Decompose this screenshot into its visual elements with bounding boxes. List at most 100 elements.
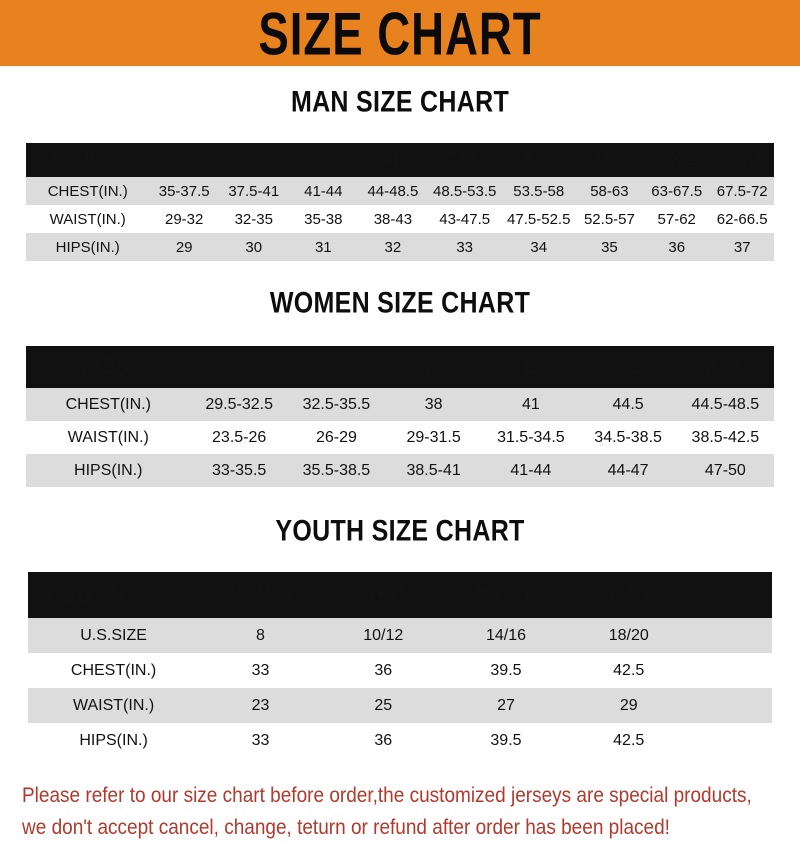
women-header-cell-6: XXL	[676, 346, 774, 388]
youth-header-cell-4: YTH XL	[567, 572, 691, 618]
table-row: HIPS(IN.) 29 30 31 32 33 34 35 36 37	[26, 233, 774, 261]
women-row-2-cell-2: 38.5-41	[385, 454, 483, 487]
men-row-2-cell-5: 34	[501, 233, 576, 261]
youth-row-2-cell-4	[690, 688, 772, 723]
table-row: CHEST(IN.) 35-37.5 37.5-41 41-44 44-48.5…	[26, 177, 774, 205]
men-row-2-cell-3: 32	[358, 233, 428, 261]
youth-size-table: YOUTH YTH S YTH M YTH L YTH XL U.S.SIZE …	[28, 572, 772, 758]
youth-header-cell-3: YTH L	[444, 572, 568, 618]
youth-row-0-label: U.S.SIZE	[28, 618, 200, 653]
women-table-wrapper: WOMEN'S XS S M L XL XXL CHEST(IN.) 29.5-…	[26, 346, 774, 487]
youth-row-2-cell-1: 25	[321, 688, 445, 723]
men-row-2-label: HIPS(IN.)	[26, 233, 150, 261]
women-row-1-cell-4: 34.5-38.5	[579, 421, 677, 454]
men-row-1-cell-7: 57-62	[643, 205, 711, 233]
table-row: WAIST(IN.) 23.5-26 26-29 29-31.5 31.5-34…	[26, 421, 774, 454]
youth-row-0-cell-4	[690, 618, 772, 653]
men-size-table: MEN'S S M L XL 2XL 3XL 4XL 5XL 6XL CHEST	[26, 143, 774, 261]
men-row-0-cell-1: 37.5-41	[218, 177, 289, 205]
section-women: WOMEN SIZE CHART WOMEN'S XS S M L XL XXL	[0, 286, 800, 487]
women-row-0-cell-4: 44.5	[579, 388, 677, 421]
table-row: CHEST(IN.) 29.5-32.5 32.5-35.5 38 41 44.…	[26, 388, 774, 421]
men-row-1-cell-4: 43-47.5	[427, 205, 502, 233]
women-row-1-cell-1: 26-29	[287, 421, 386, 454]
women-header-cell-4: L	[482, 346, 580, 388]
men-row-1-cell-8: 62-66.5	[710, 205, 774, 233]
youth-header-cell-5	[690, 572, 772, 618]
youth-section-title: YOUTH SIZE CHART	[275, 514, 525, 548]
youth-header-cell-0: YOUTH	[28, 572, 200, 618]
table-row: WAIST(IN.) 23 25 27 29	[28, 688, 772, 723]
women-row-0-cell-3: 41	[482, 388, 580, 421]
men-row-2-cell-8: 37	[710, 233, 774, 261]
women-row-2-cell-4: 44-47	[579, 454, 677, 487]
youth-header-cell-1: YTH S	[199, 572, 322, 618]
men-header-cell-5: 2XL	[427, 143, 502, 177]
women-row-0-cell-1: 32.5-35.5	[287, 388, 386, 421]
women-row-1-label: WAIST(IN.)	[26, 421, 191, 454]
youth-row-2-label: WAIST(IN.)	[28, 688, 200, 723]
disclaimer-note: Please refer to our size chart before or…	[22, 780, 778, 845]
youth-row-0-cell-0: 8	[199, 618, 322, 653]
men-header-cell-7: 4XL	[575, 143, 644, 177]
youth-row-2-cell-0: 23	[199, 688, 322, 723]
men-row-1-cell-6: 52.5-57	[575, 205, 644, 233]
women-row-0-cell-2: 38	[385, 388, 483, 421]
men-header-cell-1: S	[149, 143, 219, 177]
men-row-2-cell-4: 33	[427, 233, 502, 261]
women-row-1-cell-0: 23.5-26	[190, 421, 288, 454]
women-row-2-cell-5: 47-50	[676, 454, 774, 487]
men-row-1-cell-0: 29-32	[149, 205, 219, 233]
men-row-1-cell-2: 35-38	[288, 205, 359, 233]
table-row: WAIST(IN.) 29-32 32-35 35-38 38-43 43-47…	[26, 205, 774, 233]
youth-row-3-cell-4	[690, 723, 772, 758]
men-row-0-cell-0: 35-37.5	[149, 177, 219, 205]
youth-row-3-cell-0: 33	[199, 723, 322, 758]
women-header-cell-5: XL	[579, 346, 677, 388]
men-row-0-cell-6: 58-63	[575, 177, 644, 205]
women-row-2-label: HIPS(IN.)	[26, 454, 191, 487]
section-men: MAN SIZE CHART MEN'S S M L XL 2XL	[0, 85, 800, 261]
men-row-0-cell-4: 48.5-53.5	[427, 177, 502, 205]
men-row-1-label: WAIST(IN.)	[26, 205, 150, 233]
men-row-0-cell-2: 41-44	[288, 177, 359, 205]
table-row: U.S.SIZE 8 10/12 14/16 18/20	[28, 618, 772, 653]
youth-table-wrapper: YOUTH YTH S YTH M YTH L YTH XL U.S.SIZE …	[28, 572, 772, 758]
section-youth: YOUTH SIZE CHART YOUTH YTH S YTH M YTH L…	[0, 514, 800, 758]
women-row-0-cell-0: 29.5-32.5	[190, 388, 288, 421]
youth-row-0-cell-2: 14/16	[444, 618, 568, 653]
men-header-cell-0: MEN'S	[26, 143, 150, 177]
men-header-cell-4: XL	[358, 143, 428, 177]
table-row: HIPS(IN.) 33 36 39.5 42.5	[28, 723, 772, 758]
youth-row-0-cell-3: 18/20	[567, 618, 691, 653]
men-row-1-cell-3: 38-43	[358, 205, 428, 233]
youth-row-0-cell-1: 10/12	[321, 618, 445, 653]
women-header-row: WOMEN'S XS S M L XL XXL	[26, 346, 774, 388]
youth-row-3-label: HIPS(IN.)	[28, 723, 200, 758]
men-header-cell-8: 5XL	[643, 143, 711, 177]
women-row-2-cell-0: 33-35.5	[190, 454, 288, 487]
banner: SIZE CHART	[0, 0, 800, 66]
women-row-0-cell-5: 44.5-48.5	[676, 388, 774, 421]
youth-row-2-cell-3: 29	[567, 688, 691, 723]
women-header-cell-0: WOMEN'S	[26, 346, 191, 388]
women-header-cell-1: XS	[190, 346, 288, 388]
men-row-2-cell-6: 35	[575, 233, 644, 261]
table-row: HIPS(IN.) 33-35.5 35.5-38.5 38.5-41 41-4…	[26, 454, 774, 487]
banner-title: SIZE CHART	[258, 0, 542, 66]
women-row-2-cell-3: 41-44	[482, 454, 580, 487]
men-section-title: MAN SIZE CHART	[290, 85, 510, 119]
men-row-2-cell-2: 31	[288, 233, 359, 261]
men-row-2-cell-7: 36	[643, 233, 711, 261]
disclaimer-line-2: we don't accept cancel, change, teturn o…	[22, 816, 670, 840]
youth-row-1-cell-2: 39.5	[444, 653, 568, 688]
men-row-2-cell-1: 30	[218, 233, 289, 261]
men-row-0-cell-5: 53.5-58	[501, 177, 576, 205]
youth-row-3-cell-1: 36	[321, 723, 445, 758]
men-row-1-cell-5: 47.5-52.5	[501, 205, 576, 233]
women-size-table: WOMEN'S XS S M L XL XXL CHEST(IN.) 29.5-…	[26, 346, 774, 487]
men-header-cell-6: 3XL	[501, 143, 576, 177]
men-row-2-cell-0: 29	[149, 233, 219, 261]
disclaimer-line-1: Please refer to our size chart before or…	[22, 784, 752, 808]
